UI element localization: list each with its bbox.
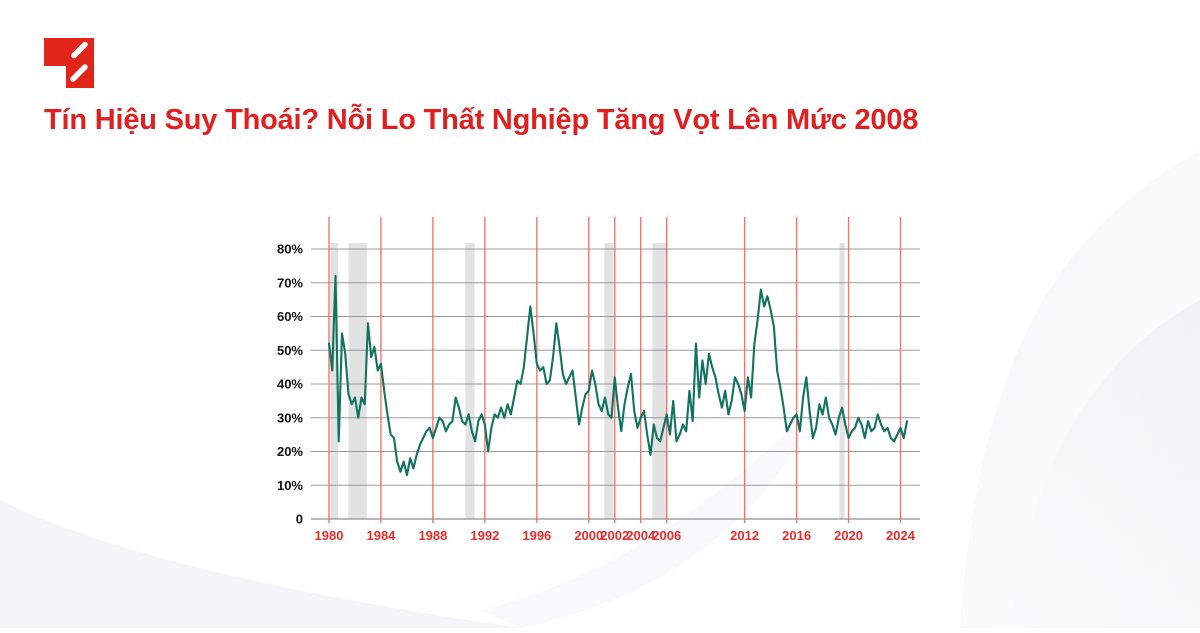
recession-band (604, 243, 614, 519)
y-axis-tick-label: 20% (277, 444, 303, 459)
x-axis-tick-label: 1992 (470, 528, 499, 543)
x-axis-tick-label: 2016 (782, 528, 811, 543)
x-axis-tick-label: 2002 (600, 528, 629, 543)
y-axis-tick-label: 40% (277, 377, 303, 392)
y-axis-tick-label: 10% (277, 478, 303, 493)
x-axis-tick-label: 2000 (574, 528, 603, 543)
y-axis-tick-label: 30% (277, 410, 303, 425)
y-axis-tick-label: 80% (277, 242, 303, 257)
x-axis-tick-label: 1988 (418, 528, 447, 543)
x-axis-tick-label: 2020 (834, 528, 863, 543)
x-axis-tick-label: 2004 (626, 528, 656, 543)
brand-logo[interactable] (44, 38, 94, 88)
x-axis-tick-label: 1984 (366, 528, 396, 543)
y-axis-tick-label: 0 (296, 512, 303, 527)
recession-band (348, 243, 367, 519)
page-title: Tín Hiệu Suy Thoái? Nỗi Lo Thất Nghiệp T… (44, 104, 919, 136)
recession-band (652, 243, 667, 519)
data-series-line (327, 274, 909, 477)
y-axis-tick-label: 50% (277, 343, 303, 358)
y-axis-tick-label: 70% (277, 275, 303, 290)
x-axis-tick-label: 1996 (522, 528, 551, 543)
header (44, 38, 1164, 88)
recession-band (465, 243, 475, 519)
y-axis-tick-label: 60% (277, 309, 303, 324)
fireant-logo-icon (44, 38, 94, 88)
x-axis-tick-label: 1980 (315, 528, 344, 543)
x-axis-tick-label: 2012 (730, 528, 759, 543)
x-axis-tick-label: 2006 (652, 528, 681, 543)
recession-band (839, 243, 845, 519)
recession-band (330, 243, 339, 519)
x-axis-tick-label: 2024 (886, 528, 916, 543)
